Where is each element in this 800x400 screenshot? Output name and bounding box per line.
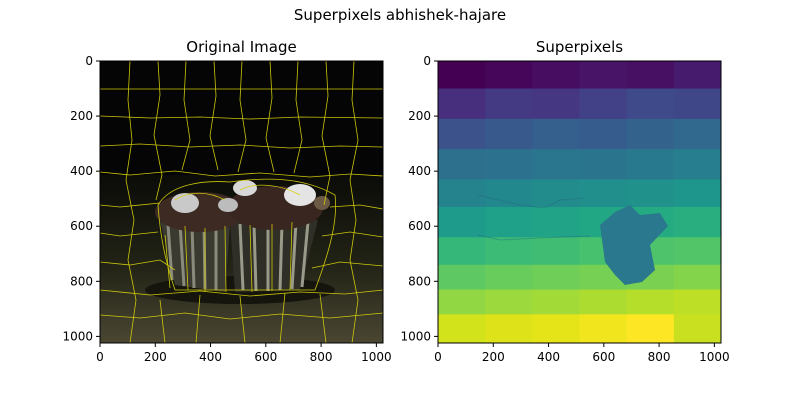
superpixel-blob-region [600,205,668,285]
y-tick-label: 600 [70,219,93,233]
superpixel-segment [532,61,581,90]
superpixel-segment [485,289,533,315]
superpixel-segment [626,61,675,90]
axis-title-superpixels: Superpixels [536,38,623,56]
panel-superpixels: Superpixels 0 200 400 600 800 100002004006008… [400,38,729,364]
superpixel-segment [626,149,675,181]
superpixel-segment [626,179,675,208]
superpixel-segment [532,264,581,291]
x-tick-label: 400 [537,350,560,364]
superpixel-segment [673,314,721,343]
y-tick-label: 1000 [400,329,431,343]
superpixel-segment [438,149,486,181]
y-tick-label: 600 [408,219,431,233]
superpixel-segment [438,118,486,150]
superpixel-segment [579,118,628,150]
superpixel-segment [579,61,628,90]
superpixel-segment [532,88,581,120]
axes-frame-right [437,60,722,344]
superpixel-segment [485,237,533,266]
superpixel-segment [485,314,533,343]
y-tick-label: 800 [70,274,93,288]
superpixel-segment [673,179,721,208]
x-tick-label: 800 [648,350,671,364]
superpixel-segment [673,61,721,90]
x-tick-label: 1000 [361,350,392,364]
y-tick-label: 200 [408,109,431,123]
panel-original-image: Original Image [62,38,391,364]
superpixel-segment [485,264,533,291]
superpixel-segment [673,289,721,315]
superpixel-segment [485,118,533,150]
y-tick-label: 0 [85,54,93,68]
y-tick-label: 0 [423,54,431,68]
y-tick-label: 800 [408,274,431,288]
superpixel-segment [579,88,628,120]
superpixel-segment [626,118,675,150]
superpixel-faint-edges [477,194,591,241]
superpixel-segment [438,61,486,90]
superpixel-segment [579,314,628,343]
superpixel-heatmap [438,61,721,343]
superpixel-segment [673,118,721,150]
superpixel-segment [626,289,675,315]
superpixel-segment [485,149,533,181]
superpixel-segment [673,88,721,120]
x-tick-label: 0 [434,350,442,364]
x-tick-label: 200 [144,350,167,364]
superpixel-segment [485,61,533,90]
axis-title-original: Original Image [186,38,296,56]
y-tick-label: 1000 [62,329,93,343]
superpixel-segment [673,206,721,238]
superpixel-segment [532,314,581,343]
superpixel-segment [532,149,581,181]
superpixel-segment [485,206,533,238]
y-tick-label: 200 [70,109,93,123]
superpixel-segment [438,88,486,120]
superpixel-segment [532,289,581,315]
x-tick-label: 400 [199,350,222,364]
superpixel-segment [673,149,721,181]
superpixel-segment [438,237,486,266]
superpixel-segment [579,179,628,208]
superpixel-segment [438,289,486,315]
superpixel-segment [532,237,581,266]
superpixel-boundaries [100,61,383,343]
x-tick-label: 600 [592,350,615,364]
x-tick-label: 1000 [699,350,730,364]
superpixel-segment [673,237,721,266]
superpixel-segment [485,179,533,208]
figure-suptitle: Superpixels abhishek-hajare [294,6,506,24]
superpixel-segment [438,179,486,208]
superpixel-segment [579,289,628,315]
superpixel-segment [438,206,486,238]
superpixel-segment [438,314,486,343]
x-tick-label: 600 [254,350,277,364]
superpixel-segment [626,88,675,120]
superpixel-segment [579,149,628,181]
superpixel-segment [532,206,581,238]
superpixel-segment [532,179,581,208]
superpixel-segment [438,264,486,291]
x-tick-label: 0 [96,350,104,364]
superpixel-segment [673,264,721,291]
x-tick-label: 800 [310,350,333,364]
superpixel-segment [485,88,533,120]
superpixel-segment [626,314,675,343]
axes-frame-left [99,60,384,344]
y-tick-label: 400 [70,164,93,178]
x-tick-label: 200 [482,350,505,364]
superpixel-segment [532,118,581,150]
y-tick-label: 400 [408,164,431,178]
